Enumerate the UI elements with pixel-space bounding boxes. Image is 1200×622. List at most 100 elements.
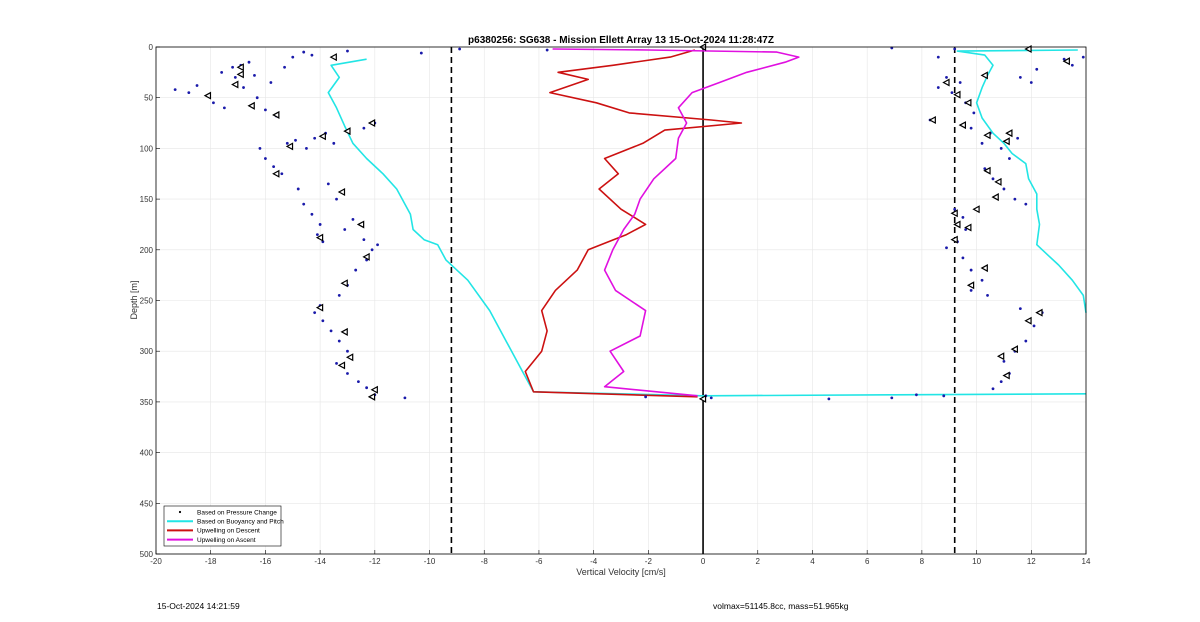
pressure-change-point (351, 217, 355, 221)
pressure-change-point (890, 396, 894, 400)
pressure-change-triangle (329, 53, 337, 62)
y-tick-label: 0 (149, 43, 154, 52)
pressure-change-point (280, 172, 284, 176)
pressure-change-point (980, 278, 984, 282)
pressure-change-point (302, 202, 306, 206)
footer-timestamp: 15-Oct-2024 14:21:59 (157, 601, 240, 611)
pressure-change-point (187, 91, 191, 95)
pressure-change-point (332, 141, 336, 145)
pressure-change-point (991, 387, 995, 391)
pressure-change-point (999, 380, 1003, 384)
pressure-change-point (354, 268, 358, 272)
pressure-change-point (296, 187, 300, 191)
pressure-change-point (233, 76, 237, 79)
pressure-change-triangle (272, 169, 280, 178)
pressure-change-triangle (966, 281, 975, 290)
pressure-change-triangle (953, 90, 961, 99)
pressure-change-point (827, 397, 831, 401)
pressure-change-point (283, 65, 286, 69)
pressure-change-point (1002, 359, 1006, 363)
pressure-change-triangle (1005, 129, 1013, 138)
pressure-change-point (950, 91, 954, 95)
pressure-change-point (969, 126, 973, 130)
pressure-change-point (1024, 202, 1028, 206)
pressure-change-point (321, 319, 325, 323)
pressure-change-point (370, 248, 374, 252)
pressure-change-point (285, 141, 289, 145)
pressure-change-point (972, 111, 976, 115)
pressure-change-triangle (370, 385, 378, 394)
pressure-change-point (253, 73, 256, 77)
pressure-change-point (945, 246, 948, 250)
pressure-change-point (195, 84, 199, 87)
pressure-change-triangle (1002, 137, 1010, 146)
pressure-change-triangle (343, 127, 351, 136)
x-tick-label: 12 (1027, 557, 1036, 566)
pressure-change-triangle (337, 361, 346, 370)
pressure-change-point (936, 55, 940, 59)
pressure-change-triangle (964, 223, 972, 232)
pressure-change-point (337, 339, 341, 343)
pressure-change-point (969, 268, 973, 272)
y-tick-label: 100 (140, 144, 154, 153)
pressure-change-point (1035, 67, 1039, 71)
y-tick-label: 200 (140, 246, 154, 255)
pressure-change-triangle (340, 327, 348, 336)
pressure-change-triangle (964, 98, 972, 107)
pressure-change-triangle (367, 392, 376, 401)
pressure-change-point (313, 311, 317, 315)
pressure-change-point (1024, 339, 1028, 343)
pressure-change-triangle (950, 235, 958, 244)
pressure-change-point (329, 329, 333, 333)
pressure-change-point (376, 243, 379, 247)
pressure-change-triangle (996, 352, 1005, 361)
y-tick-label: 50 (144, 94, 153, 103)
pressure-change-point (1070, 63, 1074, 67)
x-tick-label: -14 (314, 557, 326, 566)
pressure-change-triangle (203, 91, 212, 100)
x-axis-ticks: -20 -18 -16 -14 -12 -10 -8 -6 -4 -2 0 2 4 6 8 10 12 14 (150, 550, 1091, 566)
pressure-change-point (1008, 157, 1011, 160)
pressure-change-point (991, 177, 995, 181)
pressure-change-point (362, 126, 366, 130)
x-tick-label: -6 (535, 557, 543, 566)
pressure-change-triangle (367, 119, 376, 128)
pressure-change-point (255, 96, 259, 100)
pressure-change-triangle (356, 220, 365, 229)
pressure-change-point (419, 51, 423, 55)
pressure-change-point (365, 386, 369, 390)
pressure-change-triangle (285, 142, 294, 151)
pressure-change-point (346, 372, 349, 375)
pressure-change-point (1081, 55, 1085, 59)
pressure-change-triangle (983, 131, 991, 140)
pressure-change-triangle (1035, 308, 1043, 317)
x-tick-label: -18 (205, 557, 217, 566)
series-line-1 (524, 49, 743, 398)
pressure-change-triangle (315, 233, 324, 242)
pressure-change-point (545, 48, 549, 52)
y-tick-label: 250 (140, 297, 154, 306)
pressure-change-point (335, 361, 338, 365)
x-tick-label: 6 (865, 557, 870, 566)
pressure-change-triangle (980, 71, 988, 80)
pressure-change-point (294, 138, 297, 142)
pressure-change-triangle (994, 177, 1002, 186)
chart-title: p6380256: SG638 - Mission Ellett Array 1… (468, 35, 774, 46)
pressure-change-point (986, 294, 989, 297)
y-tick-label: 400 (140, 449, 154, 458)
x-tick-label: 10 (972, 557, 981, 566)
pressure-change-point (310, 53, 314, 57)
markers-layer (173, 42, 1085, 403)
x-tick-label: -12 (369, 557, 381, 566)
y-tick-label: 450 (140, 499, 154, 508)
pressure-change-triangle (1010, 345, 1018, 354)
pressure-change-point (1016, 136, 1020, 140)
pressure-change-point (961, 215, 965, 219)
pressure-change-point (953, 47, 957, 51)
pressure-change-point (980, 141, 984, 145)
series-line-2 (552, 48, 800, 397)
pressure-change-point (964, 228, 968, 231)
pressure-change-triangle (315, 303, 324, 312)
pressure-change-point (318, 223, 322, 226)
